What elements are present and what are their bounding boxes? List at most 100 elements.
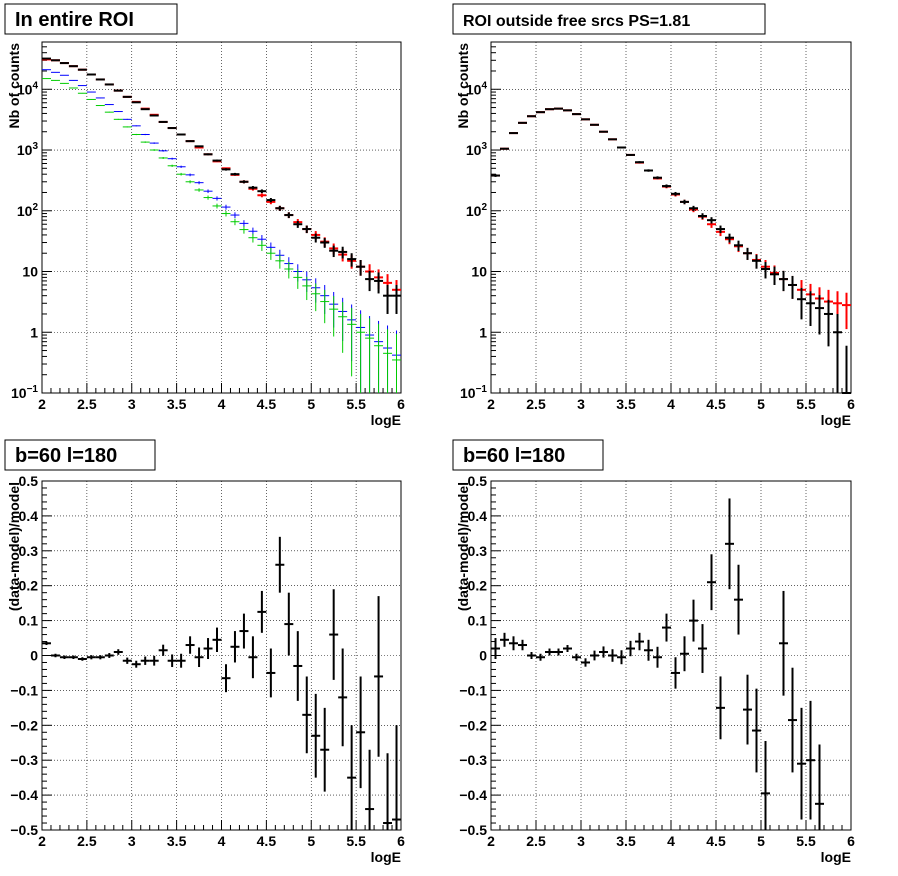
- data-point: [275, 536, 285, 593]
- data-point: [77, 92, 87, 94]
- data-point: [68, 87, 78, 89]
- data-point: [42, 641, 51, 646]
- y-tick-label: −0.4: [10, 787, 38, 803]
- data-point: [707, 217, 716, 224]
- data-point: [590, 650, 599, 661]
- data-point: [581, 658, 590, 667]
- data-point: [257, 189, 267, 194]
- data-point: [383, 284, 393, 314]
- data-point: [347, 725, 357, 830]
- data-point: [140, 656, 150, 665]
- data-point: [689, 205, 698, 211]
- data-point: [392, 284, 401, 314]
- x-axis-label: logE: [371, 412, 401, 428]
- data-series: [491, 498, 824, 830]
- data-point: [257, 193, 267, 198]
- data-point: [554, 107, 563, 110]
- data-point: [230, 218, 240, 226]
- data-point: [131, 125, 141, 127]
- data-point: [266, 648, 276, 698]
- x-tick-label: 6: [397, 396, 405, 412]
- data-point: [374, 596, 384, 757]
- x-tick-label: 2: [487, 833, 495, 849]
- data-point: [653, 646, 662, 668]
- data-point: [248, 233, 258, 243]
- data-point: [302, 676, 312, 754]
- data-point: [113, 649, 123, 655]
- data-point: [608, 649, 617, 662]
- data-point: [698, 213, 707, 220]
- data-point: [545, 108, 554, 111]
- data-point: [176, 165, 186, 168]
- data-point: [203, 195, 213, 200]
- data-point: [194, 647, 204, 668]
- y-tick-label: 0.5: [19, 473, 39, 489]
- data-point: [59, 655, 69, 659]
- data-point: [347, 307, 357, 377]
- data-point: [563, 109, 572, 112]
- y-tick-label: 0.2: [468, 578, 488, 594]
- data-point: [167, 654, 177, 668]
- data-point: [770, 266, 779, 285]
- x-tick-label: 5.5: [346, 396, 366, 412]
- data-point: [194, 188, 204, 192]
- data-point: [563, 645, 572, 653]
- data-point: [122, 95, 132, 98]
- data-point: [689, 599, 698, 642]
- y-tick-label: −0.2: [10, 717, 38, 733]
- x-tick-label: 4: [218, 396, 226, 412]
- data-point: [293, 269, 303, 289]
- x-tick-label: 6: [397, 833, 405, 849]
- y-tick-label: 0.1: [19, 613, 39, 629]
- data-point: [509, 132, 518, 135]
- data-point: [761, 262, 770, 279]
- data-point: [293, 221, 303, 228]
- data-point: [167, 157, 177, 160]
- data-point: [644, 169, 653, 172]
- data-point: [239, 180, 249, 184]
- y-tick-label: −0.4: [459, 787, 487, 803]
- data-point: [500, 147, 509, 150]
- data-point: [509, 636, 518, 651]
- data-point: [221, 204, 231, 210]
- chart-title: In entire ROI: [15, 9, 134, 31]
- chart-panel: 2 2.5 3 3.5 4 4.5 5 5.5 6 −0.5 −0.4 −0.3 −0.2 −0.1 0 0.…: [4, 439, 405, 865]
- data-point: [527, 115, 536, 118]
- data-point: [86, 655, 96, 660]
- data-point: [149, 114, 159, 117]
- x-tick-label: 5.5: [796, 833, 816, 849]
- x-axis-label: logE: [371, 849, 401, 865]
- data-point: [653, 176, 662, 180]
- data-point: [590, 123, 599, 126]
- data-point: [320, 238, 330, 248]
- data-point: [761, 741, 770, 830]
- data-series: [42, 536, 401, 830]
- data-point: [635, 161, 644, 164]
- data-point: [842, 292, 851, 330]
- x-tick-label: 5.5: [346, 833, 366, 849]
- data-point: [797, 707, 806, 820]
- data-point: [320, 289, 330, 324]
- y-tick-label: 10: [22, 264, 38, 280]
- data-point: [320, 707, 330, 792]
- data-point: [95, 655, 105, 660]
- x-tick-label: 3.5: [167, 833, 187, 849]
- x-tick-label: 3.5: [616, 833, 636, 849]
- x-tick-label: 3.5: [616, 396, 636, 412]
- data-point: [797, 287, 806, 320]
- title-box: [452, 439, 604, 471]
- data-point: [212, 159, 222, 162]
- y-axis-label: Nb of counts: [6, 43, 22, 129]
- data-series: [42, 57, 401, 314]
- data-point: [671, 191, 680, 196]
- data-point: [716, 676, 725, 740]
- data-point: [365, 749, 375, 830]
- data-point: [347, 253, 357, 267]
- data-point: [257, 590, 267, 633]
- y-tick-label: 103: [17, 141, 39, 158]
- data-point: [140, 108, 150, 111]
- x-tick-label: 2.5: [526, 396, 546, 412]
- x-tick-label: 6: [847, 833, 855, 849]
